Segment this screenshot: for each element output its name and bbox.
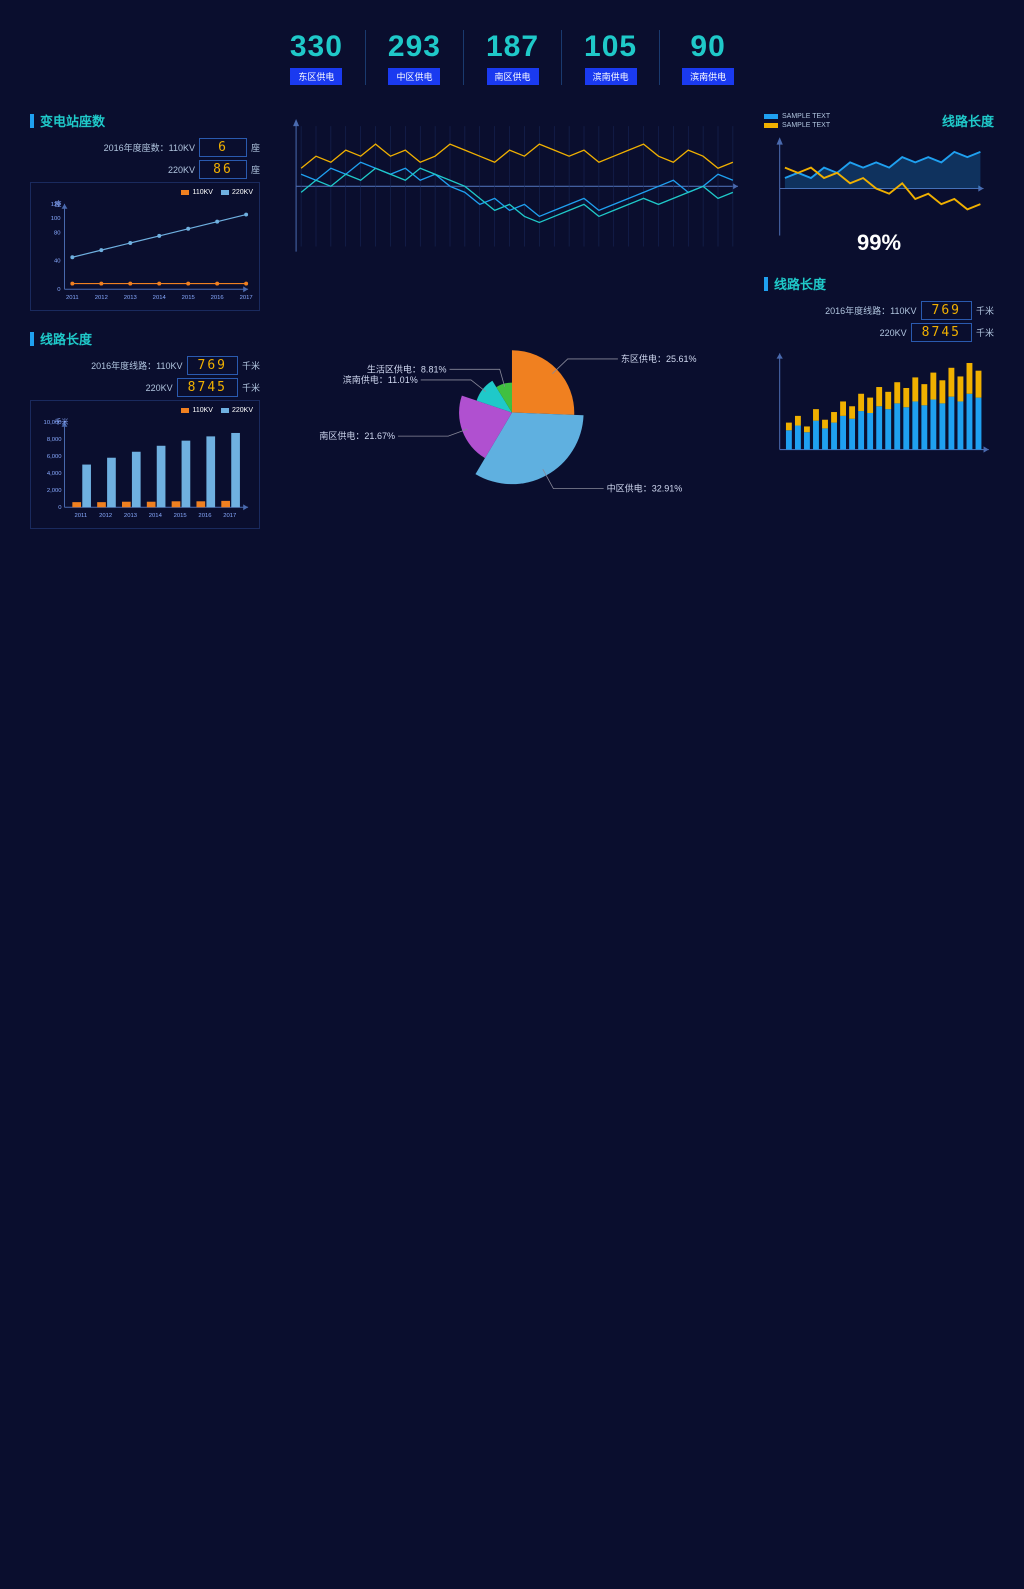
svg-text:100: 100 <box>51 216 62 222</box>
stat-value: 293 <box>388 30 441 64</box>
trend-title: 线路长度 <box>942 111 994 130</box>
svg-text:2,000: 2,000 <box>47 488 62 494</box>
stat-label: 滨南供电 <box>585 68 637 85</box>
stat-label: 南区供电 <box>487 68 539 85</box>
right-column: SAMPLE TEXTSAMPLE TEXT 线路长度 99% 线路长度 201… <box>764 111 994 547</box>
svg-text:东区供电：25.61%: 东区供电：25.61% <box>621 353 697 364</box>
svg-text:中区供电：32.91%: 中区供电：32.91% <box>607 482 683 493</box>
trend-percentage: 99% <box>764 230 994 256</box>
stat-item: 90 滨南供电 <box>659 30 756 85</box>
stacked-bar-chart <box>764 345 994 460</box>
svg-text:2016: 2016 <box>211 295 225 301</box>
substation-title: 变电站座数 <box>30 111 260 130</box>
stat-label: 东区供电 <box>290 68 342 85</box>
pie-chart: 东区供电：25.61% 中区供电：32.91% 南区供电：21.67% 滨南供电：11… <box>276 282 748 513</box>
svg-text:120: 120 <box>51 202 62 208</box>
kv-row: 220KV86座 <box>30 160 260 179</box>
stat-item: 187 南区供电 <box>463 30 561 85</box>
svg-text:80: 80 <box>54 230 61 236</box>
stat-value: 330 <box>290 30 343 64</box>
svg-text:生活区供电：8.81%: 生活区供电：8.81% <box>367 363 447 374</box>
svg-text:0: 0 <box>57 287 61 293</box>
svg-text:南区供电：21.67%: 南区供电：21.67% <box>319 430 395 441</box>
kv-row: 2016年度线路：110KV769千米 <box>764 301 994 320</box>
substation-panel: 变电站座数 2016年度座数：110KV6座220KV86座 110KV220K… <box>30 111 260 311</box>
kv-value: 8745 <box>177 378 238 397</box>
svg-text:2015: 2015 <box>182 295 196 301</box>
svg-text:2011: 2011 <box>75 513 88 519</box>
svg-text:滨南供电：11.01%: 滨南供电：11.01% <box>343 374 418 385</box>
trend-line-chart <box>764 131 994 246</box>
stat-value: 90 <box>682 30 734 64</box>
svg-text:2017: 2017 <box>223 513 236 519</box>
stat-item: 105 滨南供电 <box>561 30 659 85</box>
line-length-left-panel: 线路长度 2016年度线路：110KV769千米220KV8745千米 110K… <box>30 329 260 529</box>
svg-text:2015: 2015 <box>174 513 188 519</box>
stat-item: 293 中区供电 <box>365 30 463 85</box>
kv-row: 2016年度线路：110KV769千米 <box>30 356 260 375</box>
kv-value: 8745 <box>911 323 972 342</box>
kv-value: 769 <box>187 356 238 375</box>
stat-label: 中区供电 <box>388 68 440 85</box>
svg-text:2013: 2013 <box>124 513 138 519</box>
top-stats-row: 330 东区供电 293 中区供电 187 南区供电 105 滨南供电 90 滨南供电 <box>30 30 994 85</box>
stat-value: 187 <box>486 30 539 64</box>
svg-text:40: 40 <box>54 259 61 265</box>
svg-text:2014: 2014 <box>153 295 167 301</box>
svg-text:10,000: 10,000 <box>44 420 63 426</box>
svg-text:2012: 2012 <box>99 513 112 519</box>
kv-value: 86 <box>199 160 247 179</box>
svg-text:2011: 2011 <box>66 295 79 301</box>
line-length-left-title: 线路长度 <box>30 329 260 348</box>
stat-item: 330 东区供电 <box>268 30 365 85</box>
stat-label: 滨南供电 <box>682 68 734 85</box>
svg-text:8,000: 8,000 <box>47 437 62 443</box>
kv-value: 6 <box>199 138 247 157</box>
svg-text:2012: 2012 <box>95 295 108 301</box>
kv-row: 220KV8745千米 <box>30 378 260 397</box>
svg-text:0: 0 <box>58 505 62 511</box>
svg-text:4,000: 4,000 <box>47 471 62 477</box>
left-column: 变电站座数 2016年度座数：110KV6座220KV86座 110KV220K… <box>30 111 260 547</box>
trend-panel: SAMPLE TEXTSAMPLE TEXT 线路长度 99% <box>764 111 994 256</box>
svg-text:6,000: 6,000 <box>47 454 62 460</box>
svg-text:2017: 2017 <box>240 295 253 301</box>
kv-value: 769 <box>921 301 972 320</box>
line-length-right-panel: 线路长度 2016年度线路：110KV769千米 220KV8745千米 <box>764 274 994 460</box>
svg-text:2014: 2014 <box>149 513 163 519</box>
center-multiline-chart <box>276 111 748 262</box>
svg-text:2013: 2013 <box>124 295 138 301</box>
svg-text:2016: 2016 <box>198 513 212 519</box>
stat-value: 105 <box>584 30 637 64</box>
line-length-right-title: 线路长度 <box>764 274 994 293</box>
line-length-bar-chart: 千米02,0004,0006,0008,00010,00020112012201… <box>37 414 253 522</box>
center-column: 东区供电：25.61% 中区供电：32.91% 南区供电：21.67% 滨南供电：11… <box>276 111 748 547</box>
kv-row: 220KV8745千米 <box>764 323 994 342</box>
substation-line-chart: 座040801001202011201220132014201520162017 <box>37 196 253 304</box>
kv-row: 2016年度座数：110KV6座 <box>30 138 260 157</box>
